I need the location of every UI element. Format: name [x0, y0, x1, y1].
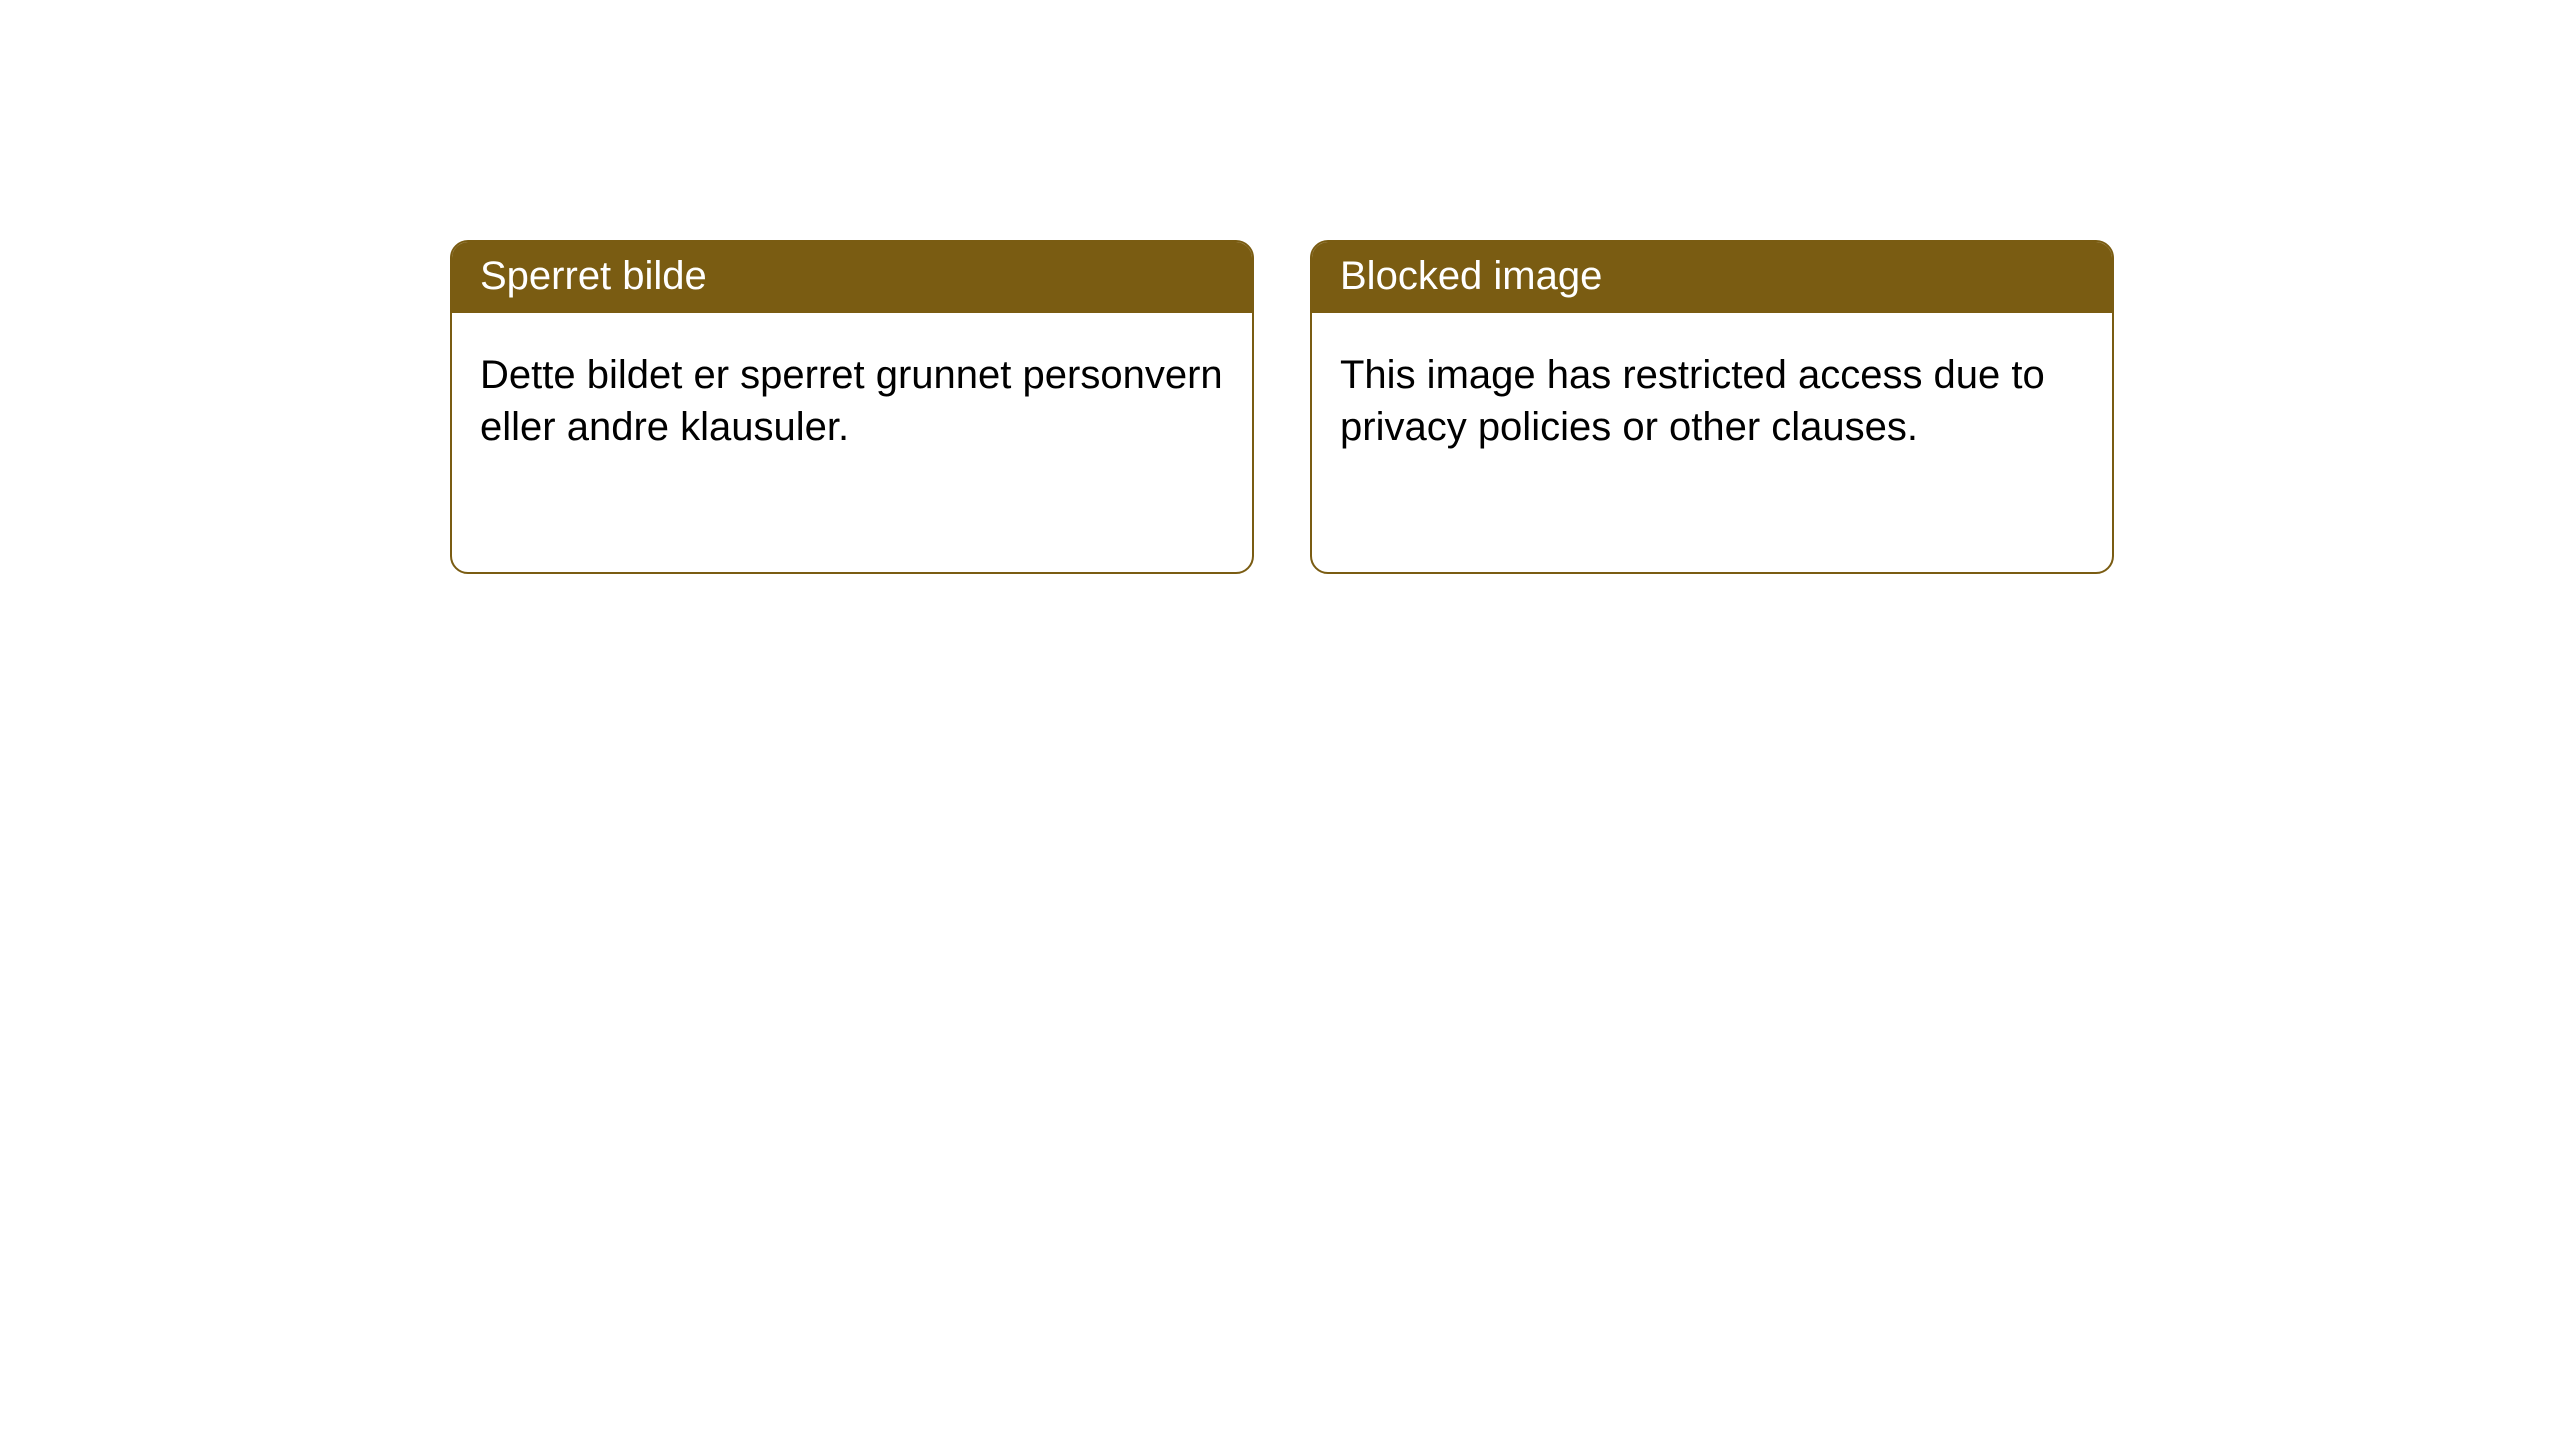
notice-header: Sperret bilde: [452, 242, 1252, 313]
notice-cards-row: Sperret bilde Dette bildet er sperret gr…: [450, 240, 2114, 574]
notice-card-english: Blocked image This image has restricted …: [1310, 240, 2114, 574]
notice-card-norwegian: Sperret bilde Dette bildet er sperret gr…: [450, 240, 1254, 574]
notice-body: Dette bildet er sperret grunnet personve…: [452, 313, 1252, 489]
notice-body: This image has restricted access due to …: [1312, 313, 2112, 489]
notice-header: Blocked image: [1312, 242, 2112, 313]
